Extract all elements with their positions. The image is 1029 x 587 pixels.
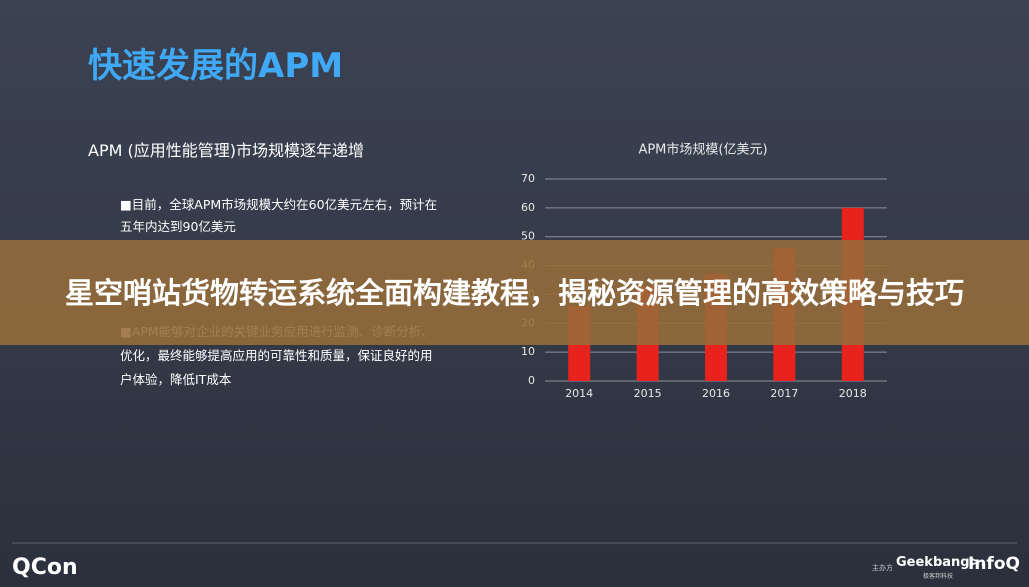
y-tick-label: 60 <box>521 201 535 214</box>
subtitle: APM (应用性能管理)市场规模逐年递增 <box>88 141 364 160</box>
y-tick-label: 10 <box>521 345 535 358</box>
y-tick-label: 0 <box>528 374 535 387</box>
banner: 星空哨站货物转运系统全面构建教程，揭秘资源管理的高效策略与技巧 <box>64 275 964 310</box>
x-tick-label: 2015 <box>634 387 662 400</box>
y-tick-label: 70 <box>521 172 535 185</box>
chart-title: APM市场规模(亿美元) <box>638 142 767 158</box>
x-tick-label: 2017 <box>770 387 798 400</box>
bullet: ■目前，全球APM市场规模大约在60亿美元左右，预计在五年内达到90亿美元 <box>120 197 438 234</box>
x-tick-label: 2018 <box>839 387 867 400</box>
x-tick-label: 2014 <box>565 387 593 400</box>
brand-sub: 极客邦科技 <box>923 573 954 580</box>
banner-bg: 星空哨站货物转运系统全面构建教程，揭秘资源管理的高效策略与技巧 <box>0 240 1029 345</box>
x-tick-label: 2016 <box>702 387 730 400</box>
brand: Geekbang>. <box>896 555 986 570</box>
y-tick-label: 50 <box>521 230 535 243</box>
logo: QCon <box>12 555 78 580</box>
organizer: 主办方 <box>872 564 893 572</box>
brand: InfoQ <box>968 554 1020 574</box>
slide-title: 快速发展的APM <box>88 46 344 86</box>
